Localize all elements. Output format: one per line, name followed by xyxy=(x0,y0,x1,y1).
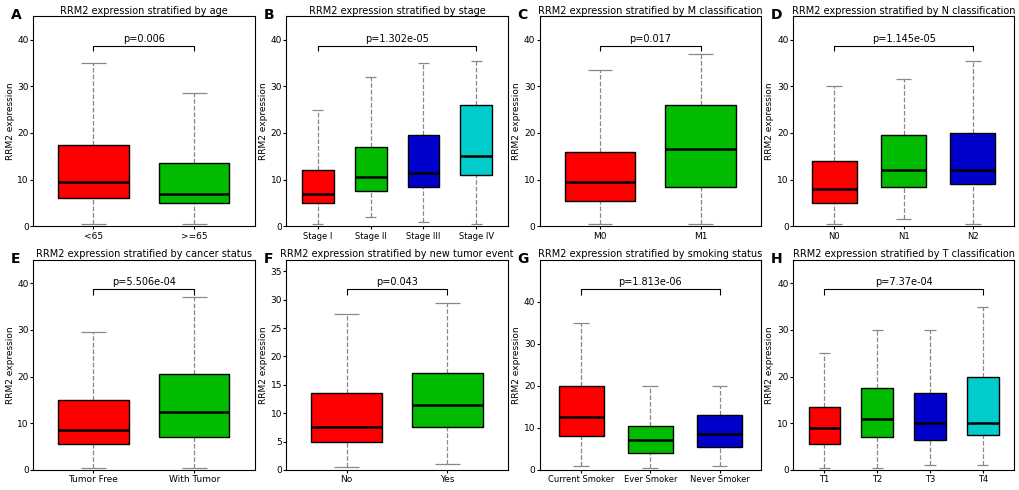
Y-axis label: RRM2 expression: RRM2 expression xyxy=(259,326,268,404)
Bar xyxy=(558,386,603,436)
Text: p=5.506e-04: p=5.506e-04 xyxy=(112,277,175,287)
Y-axis label: RRM2 expression: RRM2 expression xyxy=(512,326,521,404)
Text: G: G xyxy=(517,251,528,266)
Bar xyxy=(966,377,998,435)
Bar xyxy=(408,135,439,187)
Title: RRM2 expression stratified by M classification: RRM2 expression stratified by M classifi… xyxy=(537,5,762,16)
Bar xyxy=(696,416,742,447)
Title: RRM2 expression stratified by age: RRM2 expression stratified by age xyxy=(60,5,227,16)
Bar xyxy=(311,393,381,441)
Title: RRM2 expression stratified by cancer status: RRM2 expression stratified by cancer sta… xyxy=(36,249,252,259)
Text: F: F xyxy=(264,251,273,266)
Bar xyxy=(58,145,128,198)
Bar xyxy=(302,171,333,203)
Text: p=0.006: p=0.006 xyxy=(122,34,165,44)
Bar xyxy=(811,161,856,203)
Text: D: D xyxy=(770,8,782,22)
Bar xyxy=(950,133,995,184)
Text: p=0.017: p=0.017 xyxy=(629,34,671,44)
Text: E: E xyxy=(11,251,20,266)
Text: p=7.37e-04: p=7.37e-04 xyxy=(874,277,931,287)
Title: RRM2 expression stratified by T classification: RRM2 expression stratified by T classifi… xyxy=(792,249,1014,259)
Bar xyxy=(412,373,482,427)
Bar xyxy=(861,388,893,437)
Bar xyxy=(913,393,945,440)
Bar xyxy=(664,105,736,187)
Bar xyxy=(159,374,229,437)
Y-axis label: RRM2 expression: RRM2 expression xyxy=(5,82,14,160)
Text: p=0.043: p=0.043 xyxy=(376,277,418,287)
Bar xyxy=(460,105,491,175)
Bar xyxy=(159,163,229,203)
Bar xyxy=(565,151,635,200)
Bar xyxy=(355,147,386,191)
Bar xyxy=(808,407,840,444)
Text: p=1.145e-05: p=1.145e-05 xyxy=(871,34,934,44)
Y-axis label: RRM2 expression: RRM2 expression xyxy=(259,82,268,160)
Text: A: A xyxy=(11,8,21,22)
Bar xyxy=(58,400,128,444)
Title: RRM2 expression stratified by new tumor event: RRM2 expression stratified by new tumor … xyxy=(280,249,514,259)
Title: RRM2 expression stratified by N classification: RRM2 expression stratified by N classifi… xyxy=(791,5,1014,16)
Text: p=1.302e-05: p=1.302e-05 xyxy=(365,34,429,44)
Text: B: B xyxy=(264,8,274,22)
Y-axis label: RRM2 expression: RRM2 expression xyxy=(512,82,521,160)
Y-axis label: RRM2 expression: RRM2 expression xyxy=(764,82,773,160)
Bar xyxy=(628,426,673,453)
Bar xyxy=(880,135,925,187)
Text: p=1.813e-06: p=1.813e-06 xyxy=(618,277,682,287)
Y-axis label: RRM2 expression: RRM2 expression xyxy=(764,326,773,404)
Text: H: H xyxy=(770,251,782,266)
Text: C: C xyxy=(517,8,527,22)
Title: RRM2 expression stratified by smoking status: RRM2 expression stratified by smoking st… xyxy=(538,249,762,259)
Y-axis label: RRM2 expression: RRM2 expression xyxy=(5,326,14,404)
Title: RRM2 expression stratified by stage: RRM2 expression stratified by stage xyxy=(309,5,485,16)
